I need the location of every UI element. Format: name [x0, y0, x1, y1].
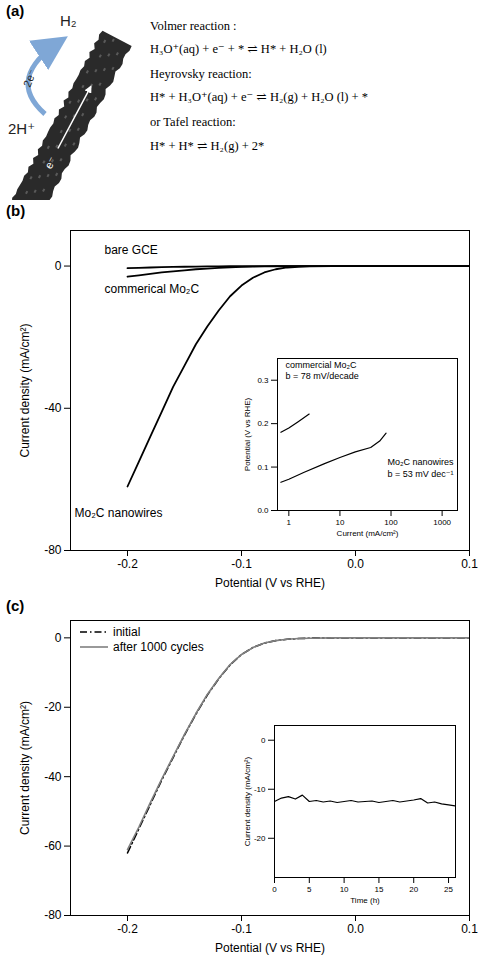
svg-text:H₃O⁺(aq) + e⁻ + * ⇌ H* + H₂O (: H₃O⁺(aq) + e⁻ + * ⇌ H* + H₂O (l) [150, 42, 327, 56]
svg-text:-20: -20 [44, 700, 62, 714]
svg-text:Mo₂C nanowires: Mo₂C nanowires [75, 506, 163, 520]
svg-text:commercial Mo₂C: commercial Mo₂C [286, 360, 358, 370]
svg-text:15: 15 [374, 885, 383, 894]
svg-text:-0.1: -0.1 [231, 557, 252, 571]
svg-text:1000: 1000 [433, 518, 451, 527]
svg-text:Volmer reaction :: Volmer reaction : [150, 19, 237, 33]
svg-text:-0.1: -0.1 [231, 922, 252, 936]
svg-text:-0.2: -0.2 [117, 922, 138, 936]
svg-text:b = 53 mV dec⁻¹: b = 53 mV dec⁻¹ [387, 469, 453, 479]
svg-text:-40: -40 [44, 401, 62, 415]
svg-text:H* + H* ⇌ H₂(g) + 2*: H* + H* ⇌ H₂(g) + 2* [150, 139, 264, 153]
svg-text:Mo₂C nanowires: Mo₂C nanowires [387, 457, 454, 467]
svg-text:or Tafel reaction:: or Tafel reaction: [150, 115, 236, 129]
svg-text:Potential (V vs RHE): Potential (V vs RHE) [243, 397, 252, 471]
svg-text:H₂: H₂ [60, 12, 77, 29]
svg-text:0.0: 0.0 [257, 506, 269, 515]
html-text:(b): (b) [6, 202, 26, 219]
svg-text:Time (h): Time (h) [350, 896, 380, 905]
svg-text:20: 20 [409, 885, 418, 894]
svg-text:commerical Mo₂C: commerical Mo₂C [105, 282, 200, 296]
svg-text:Current density (mA/cm²): Current density (mA/cm²) [18, 323, 32, 457]
svg-text:H* + H₃O⁺(aq) + e⁻ ⇌ H₂(g) + H: H* + H₃O⁺(aq) + e⁻ ⇌ H₂(g) + H₂O (l) + * [150, 90, 368, 104]
html-text:(a): (a) [6, 2, 25, 19]
svg-text:0.2: 0.2 [257, 419, 269, 428]
svg-text:-80: -80 [44, 908, 62, 922]
svg-text:0.1: 0.1 [461, 557, 478, 571]
svg-text:Current density (mA/cm²): Current density (mA/cm²) [18, 701, 32, 835]
svg-text:2e⁻: 2e⁻ [21, 67, 39, 88]
svg-text:after 1000 cycles: after 1000 cycles [113, 640, 204, 654]
svg-text:0.0: 0.0 [347, 557, 364, 571]
svg-text:100: 100 [384, 518, 398, 527]
svg-text:10: 10 [335, 518, 344, 527]
svg-text:Potential (V vs RHE): Potential (V vs RHE) [215, 941, 325, 955]
svg-text:5: 5 [307, 885, 312, 894]
svg-text:1: 1 [287, 518, 292, 527]
svg-text:0.0: 0.0 [347, 922, 364, 936]
svg-text:0: 0 [272, 885, 277, 894]
svg-text:e⁻: e⁻ [42, 154, 58, 170]
svg-text:-20: -20 [254, 834, 266, 843]
svg-text:initial: initial [113, 625, 140, 639]
svg-text:Potential (V vs RHE): Potential (V vs RHE) [215, 576, 325, 590]
svg-text:0: 0 [55, 259, 62, 273]
svg-text:Heyrovsky reaction:: Heyrovsky reaction: [150, 67, 252, 81]
svg-text:0: 0 [55, 631, 62, 645]
svg-text:-10: -10 [254, 785, 266, 794]
html-text:(c): (c) [6, 597, 25, 614]
svg-text:Current (mA/cm²): Current (mA/cm²) [337, 529, 399, 538]
svg-text:25: 25 [444, 885, 453, 894]
svg-text:-40: -40 [44, 770, 62, 784]
svg-text:-0.2: -0.2 [117, 557, 138, 571]
svg-text:0.1: 0.1 [257, 463, 269, 472]
svg-text:10: 10 [340, 885, 349, 894]
svg-text:-60: -60 [44, 839, 62, 853]
svg-text:0: 0 [261, 736, 266, 745]
svg-text:-80: -80 [44, 543, 62, 557]
svg-text:2H⁺: 2H⁺ [8, 120, 35, 137]
svg-text:b = 78 mV/decade: b = 78 mV/decade [286, 371, 359, 381]
svg-text:bare GCE: bare GCE [105, 243, 158, 257]
svg-text:0.1: 0.1 [461, 922, 478, 936]
svg-text:Current density (mA/cm²): Current density (mA/cm²) [243, 756, 252, 846]
svg-text:0.3: 0.3 [257, 376, 269, 385]
